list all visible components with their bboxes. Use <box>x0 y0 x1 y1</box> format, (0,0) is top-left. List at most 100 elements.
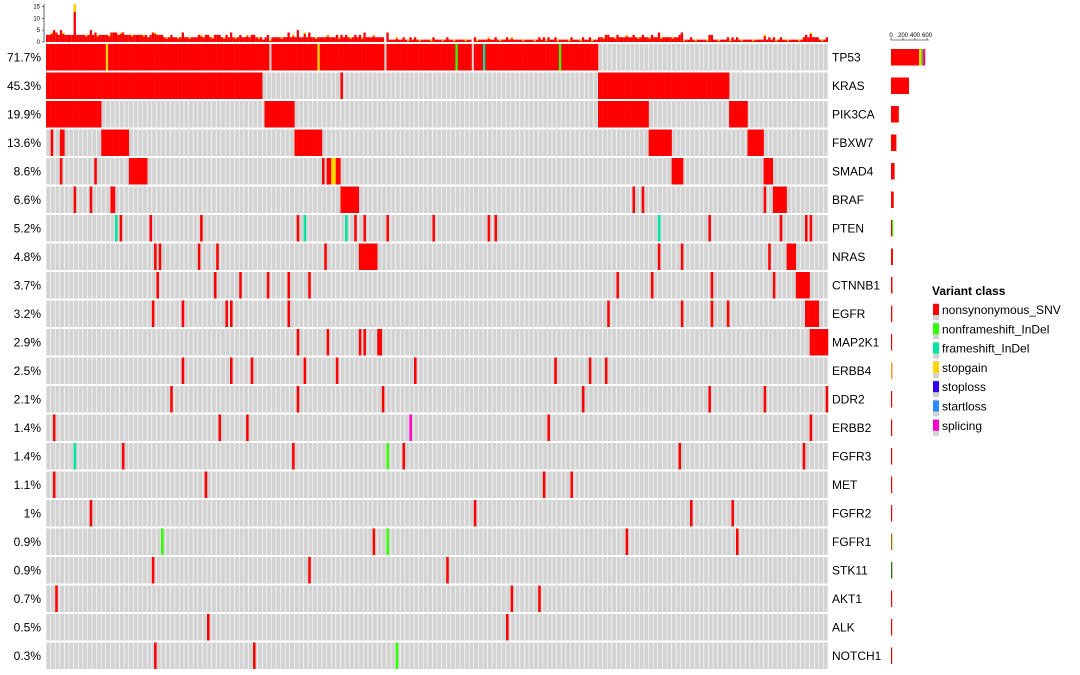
cell-tp53-140 <box>368 44 371 71</box>
top-bar-56 <box>174 37 178 42</box>
top-bar-276 <box>680 32 684 42</box>
cell-nras-142 <box>372 243 376 270</box>
cell-tp53-59 <box>181 44 185 71</box>
cell-braf-316 <box>772 186 776 213</box>
top-bar-38 <box>133 34 136 42</box>
cell-smad4-6 <box>59 158 63 185</box>
cell-akt1-214 <box>538 585 541 612</box>
cell-tp53-79 <box>227 44 231 71</box>
cell-erbb2-3 <box>52 414 56 441</box>
cell-pik3ca-5 <box>57 101 61 128</box>
cell-erbb4-126 <box>335 357 339 384</box>
cell-pik3ca-242 <box>602 101 606 128</box>
cell-egfr-335 <box>816 300 820 327</box>
top-bar-136 <box>358 34 362 42</box>
cell-smad4-124 <box>331 158 334 185</box>
top-bar-14 <box>78 34 81 42</box>
top-bar-221 <box>554 37 557 42</box>
top-bar-113 <box>305 37 309 42</box>
cell-fbxw7-111 <box>301 129 304 156</box>
top-bar-306 <box>749 39 753 42</box>
cell-fbxw7-117 <box>315 129 318 156</box>
top-bar-255 <box>632 34 635 42</box>
cell-tp53-161 <box>416 44 419 71</box>
cell-kras-243 <box>604 72 608 99</box>
cell-tp53-138 <box>363 44 366 71</box>
cell-egfr-276 <box>680 300 684 327</box>
gene-label-erbb4: ERBB4 <box>832 364 872 378</box>
cell-kras-53 <box>167 72 171 99</box>
cell-erbb2-218 <box>547 414 550 441</box>
cell-tp53-1 <box>48 44 51 71</box>
cell-tp53-238 <box>593 44 596 71</box>
cell-pten-266 <box>657 215 661 242</box>
cell-kras-290 <box>713 72 716 99</box>
cell-kras-66 <box>197 72 201 99</box>
top-bar-150 <box>391 39 394 42</box>
gene-bar-fgfr2 <box>891 505 893 522</box>
top-bar-290 <box>713 39 716 42</box>
cell-pik3ca-23 <box>98 101 102 128</box>
cell-tp53-60 <box>184 44 187 71</box>
cell-kras-33 <box>121 72 125 99</box>
cell-kras-277 <box>683 72 686 99</box>
cell-nras-138 <box>363 243 366 270</box>
cell-fgfr1-300 <box>736 528 739 555</box>
cell-pik3ca-15 <box>80 101 84 128</box>
cell-tp53-53 <box>167 44 171 71</box>
top-bar-241 <box>600 37 603 42</box>
top-bar-257 <box>637 37 640 42</box>
legend-label-stoploss: stoploss <box>942 380 986 394</box>
cell-kras-287 <box>706 72 709 99</box>
cell-tp53-28 <box>110 44 113 71</box>
top-bar-169 <box>434 39 437 42</box>
cell-fbxw7-311 <box>761 129 764 156</box>
cell-tp53-235 <box>586 44 590 71</box>
cell-pik3ca-96 <box>266 101 270 128</box>
top-bar-148 <box>386 32 389 42</box>
top-bar-19 <box>89 30 92 42</box>
cell-kras-73 <box>213 72 217 99</box>
cell-kras-44 <box>147 72 150 99</box>
cell-fgfr3-33 <box>121 443 125 470</box>
cell-kras-284 <box>699 72 702 99</box>
top-bar-5 <box>57 34 60 42</box>
cell-kras-263 <box>650 72 654 99</box>
cell-erbb2-332 <box>809 414 813 441</box>
cell-tp53-136 <box>358 44 362 71</box>
top-bar-189 <box>480 39 483 42</box>
cell-fbxw7-32 <box>119 129 123 156</box>
cell-pik3ca-14 <box>78 101 81 128</box>
top-bar-9 <box>66 34 69 42</box>
top-bar-203 <box>512 39 516 42</box>
top-bar-13 <box>75 34 79 42</box>
cell-smad4-312 <box>763 158 767 185</box>
cell-kras-64 <box>193 72 196 99</box>
cell-tp53-152 <box>395 44 399 71</box>
cell-kras-61 <box>186 72 189 99</box>
cell-stk11-174 <box>446 557 449 584</box>
top-bar-88 <box>248 37 251 42</box>
cell-kras-5 <box>57 72 61 99</box>
cell-nras-322 <box>786 243 790 270</box>
cell-ctnnb1-96 <box>266 272 270 299</box>
cell-tp53-94 <box>262 44 265 71</box>
cell-tp53-45 <box>149 44 153 71</box>
cell-tp53-37 <box>131 44 134 71</box>
cell-kras-241 <box>600 72 603 99</box>
top-bar-4 <box>55 32 58 42</box>
cell-kras-248 <box>616 72 619 99</box>
cell-notch1-152 <box>395 642 399 669</box>
cell-tp53-36 <box>128 44 132 71</box>
cell-egfr-332 <box>809 300 813 327</box>
cell-tp53-22 <box>96 44 100 71</box>
cell-pik3ca-17 <box>85 101 88 128</box>
cell-tp53-236 <box>588 44 592 71</box>
top-bar-105 <box>287 32 290 42</box>
top-bar-25 <box>103 34 106 42</box>
cell-nras-324 <box>791 243 794 270</box>
cell-tp53-228 <box>570 44 573 71</box>
top-bar-229 <box>572 39 575 42</box>
top-bar-318 <box>777 39 780 42</box>
cell-braf-321 <box>784 186 787 213</box>
